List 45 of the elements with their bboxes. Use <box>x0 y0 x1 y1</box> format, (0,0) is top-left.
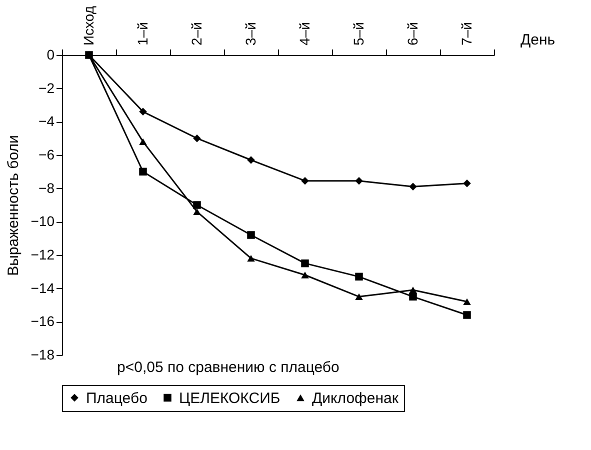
legend-label: ЦЕЛЕКОКСИБ <box>179 390 280 407</box>
point <box>463 311 471 319</box>
x-tick-label: 7–й <box>458 22 474 46</box>
point <box>409 286 417 294</box>
point <box>355 272 363 281</box>
point <box>247 231 255 239</box>
point <box>139 138 147 146</box>
y-tick-label: −14 <box>30 280 55 296</box>
y-tick-label: −18 <box>30 346 55 362</box>
y-axis-title: Выраженность боли <box>4 135 22 276</box>
legend-label: Плацебо <box>86 390 148 407</box>
point <box>193 134 201 142</box>
y-tick-label: −2 <box>38 80 55 96</box>
x-tick-label: 6–й <box>404 22 420 46</box>
y-tick-label: −10 <box>30 213 55 230</box>
x-tick-label: 5–й <box>350 22 366 46</box>
y-tick-label: −16 <box>30 313 55 330</box>
text: p<0,05 по сравнению с плацебо <box>117 359 340 376</box>
point <box>301 259 309 268</box>
x-tick-label: 4–й <box>296 22 312 46</box>
point <box>355 176 363 185</box>
point <box>247 156 255 164</box>
point <box>193 201 201 209</box>
point <box>301 176 309 185</box>
x-tick-label: 1–й <box>134 22 150 46</box>
point <box>139 168 147 176</box>
point <box>139 108 147 116</box>
y-tick-label: −4 <box>38 113 55 130</box>
point <box>355 293 363 300</box>
point <box>193 208 201 216</box>
y-tick-label: −12 <box>30 246 55 262</box>
y-tick-label: −8 <box>38 180 55 196</box>
x-tick-label: Исход <box>80 6 96 46</box>
x-tick-label: 3–й <box>242 22 258 46</box>
point <box>247 254 255 262</box>
point <box>409 292 417 301</box>
y-tick-label: −6 <box>38 146 55 162</box>
point <box>409 182 417 191</box>
point <box>463 179 471 188</box>
legend-label: Диклофенак <box>312 390 399 407</box>
point <box>463 298 471 306</box>
x-tick-label: 2–й <box>188 22 204 46</box>
y-tick-label: 0 <box>46 46 55 62</box>
x-axis-title: День <box>520 32 556 48</box>
point <box>301 272 309 278</box>
